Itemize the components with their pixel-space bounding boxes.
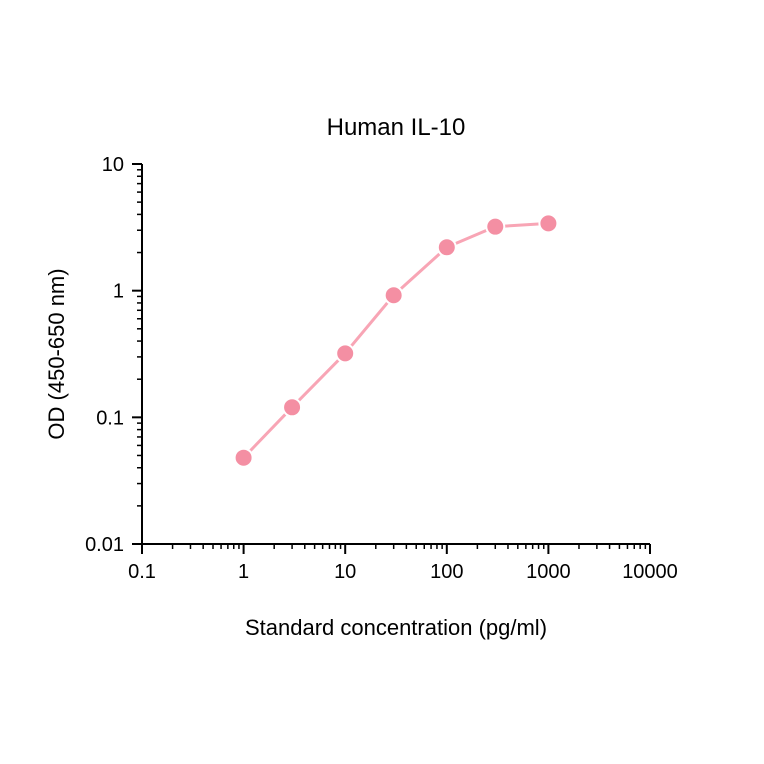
data-point — [336, 344, 354, 362]
data-line — [244, 223, 549, 457]
chart-container: Human IL-100.11101001000100000.010.1110S… — [0, 0, 764, 764]
elisa-standard-curve-chart: Human IL-100.11101001000100000.010.1110S… — [0, 0, 764, 764]
y-axis-label: OD (450-650 nm) — [44, 268, 69, 439]
data-point — [486, 218, 504, 236]
x-major-ticks — [142, 544, 650, 554]
data-point — [235, 449, 253, 467]
data-markers — [235, 214, 558, 466]
y-tick-label: 0.1 — [96, 407, 124, 429]
data-point — [283, 398, 301, 416]
data-point — [385, 286, 403, 304]
x-tick-label: 100 — [430, 561, 463, 583]
y-tick-label: 0.01 — [85, 534, 124, 556]
data-point — [438, 238, 456, 256]
y-major-ticks — [132, 164, 142, 544]
x-tick-label: 1 — [238, 561, 249, 583]
x-tick-label: 1000 — [526, 561, 571, 583]
data-point — [539, 214, 557, 232]
y-tick-label: 1 — [113, 281, 124, 303]
x-tick-label: 10000 — [622, 561, 678, 583]
chart-title: Human IL-10 — [327, 114, 466, 141]
x-tick-label: 0.1 — [128, 561, 156, 583]
x-tick-label: 10 — [334, 561, 356, 583]
y-tick-label: 10 — [102, 154, 124, 176]
x-axis-label: Standard concentration (pg/ml) — [245, 615, 547, 640]
